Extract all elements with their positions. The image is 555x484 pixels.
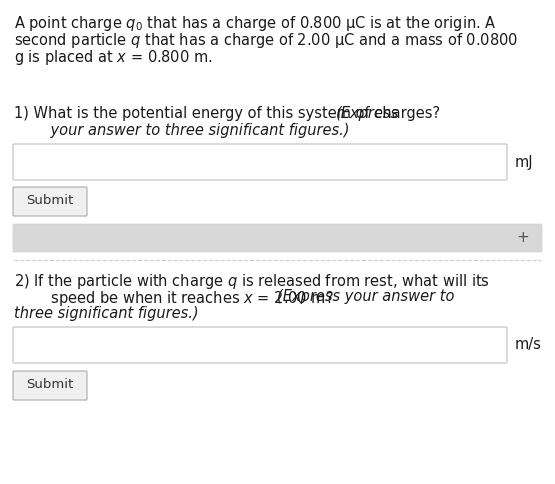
Text: three significant figures.): three significant figures.) <box>14 306 199 321</box>
FancyBboxPatch shape <box>13 224 542 252</box>
FancyBboxPatch shape <box>13 144 507 180</box>
Text: 2) If the particle with charge $q$ is released from rest, what will its: 2) If the particle with charge $q$ is re… <box>14 272 490 291</box>
Text: g is placed at $x$ = 0.800 m.: g is placed at $x$ = 0.800 m. <box>14 48 213 67</box>
Text: speed be when it reaches $x$ = 2.00 m?: speed be when it reaches $x$ = 2.00 m? <box>32 289 335 308</box>
Text: m/s: m/s <box>515 337 542 352</box>
FancyBboxPatch shape <box>13 187 87 216</box>
Text: (Express: (Express <box>336 106 399 121</box>
Text: Submit: Submit <box>27 378 74 392</box>
Text: second particle $q$ that has a charge of 2.00 μC and a mass of 0.0800: second particle $q$ that has a charge of… <box>14 31 518 50</box>
Text: +: + <box>517 230 529 245</box>
Text: 1) What is the potential energy of this system of charges?: 1) What is the potential energy of this … <box>14 106 445 121</box>
Text: your answer to three significant figures.): your answer to three significant figures… <box>32 123 350 138</box>
Text: (Express your answer to: (Express your answer to <box>277 289 455 304</box>
Text: mJ: mJ <box>515 154 533 169</box>
Text: A point charge $q_0$ that has a charge of 0.800 μC is at the origin. A: A point charge $q_0$ that has a charge o… <box>14 14 497 33</box>
Text: Submit: Submit <box>27 195 74 208</box>
FancyBboxPatch shape <box>13 327 507 363</box>
FancyBboxPatch shape <box>13 371 87 400</box>
